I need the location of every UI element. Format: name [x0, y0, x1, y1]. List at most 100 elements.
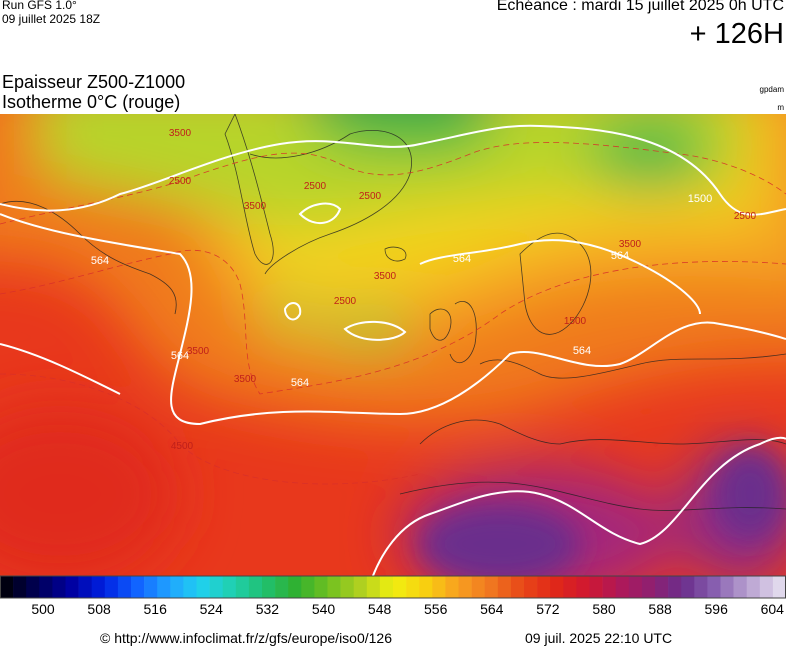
color-swatch: [681, 576, 695, 598]
color-scale-label: 564: [480, 601, 504, 617]
footer-source: © http://www.infoclimat.fr/z/gfs/europe/…: [100, 630, 393, 646]
contour-label: 3500: [234, 374, 257, 385]
color-scale-label: 524: [199, 601, 223, 617]
unit-gpdam: gpdam: [759, 85, 784, 94]
run-label: Run GFS 1.0°: [2, 0, 77, 12]
color-swatch: [117, 576, 132, 598]
color-swatch: [484, 576, 499, 598]
unit-m: m: [777, 103, 784, 112]
contour-label: 3500: [187, 346, 210, 357]
color-scale-label: 508: [87, 601, 111, 617]
color-swatch: [759, 576, 774, 598]
color-swatch: [170, 576, 184, 598]
color-swatch: [720, 576, 734, 598]
color-swatch: [497, 576, 512, 598]
color-swatch: [131, 576, 145, 598]
color-swatch: [301, 576, 315, 598]
color-scale-label: 532: [255, 601, 280, 617]
contour-label: 564: [611, 250, 629, 262]
title-line2: Isotherme 0°C (rouge): [2, 92, 181, 112]
color-swatch: [550, 576, 564, 598]
contour-label: 3500: [619, 239, 642, 250]
color-swatch: [353, 576, 368, 598]
color-swatch: [52, 576, 66, 598]
lead-time: + 126H: [689, 18, 784, 50]
color-swatch: [340, 576, 354, 598]
color-swatch: [235, 576, 250, 598]
field: 3500250035002500564564350025005643500250…: [0, 114, 786, 576]
color-swatch: [288, 576, 302, 598]
color-swatch: [615, 576, 630, 598]
color-scale-label: 588: [648, 601, 672, 617]
color-swatch: [65, 576, 79, 598]
thickness-564-contour: [0, 124, 786, 576]
contour-label: 1500: [564, 316, 587, 327]
color-swatch: [327, 576, 341, 598]
contour-label: 3500: [169, 128, 192, 139]
contour-label: 564: [291, 377, 309, 389]
color-scale-label: 596: [704, 601, 728, 617]
color-swatch: [314, 576, 328, 598]
color-scale: [0, 575, 786, 599]
freezing-level-contours: [0, 142, 786, 485]
coastlines: [0, 114, 786, 511]
color-scale-label: 556: [424, 601, 448, 617]
contour-label: 564: [573, 345, 591, 357]
color-swatch: [91, 576, 106, 598]
contour-labels: 3500250035002500564564350025005643500250…: [91, 128, 757, 452]
color-swatch: [419, 576, 433, 598]
contour-label: 4500: [171, 441, 194, 452]
contour-label: 2500: [359, 191, 382, 202]
color-swatch: [222, 576, 237, 598]
contour-label: 3500: [374, 271, 397, 282]
color-swatch: [602, 576, 616, 598]
color-swatch: [248, 576, 263, 598]
color-swatch: [379, 576, 394, 598]
color-swatch: [406, 576, 420, 598]
color-scale-label: 540: [311, 601, 336, 617]
color-scale-label: 580: [592, 601, 616, 617]
run-date: 09 juillet 2025 18Z: [2, 12, 101, 26]
valid-time: Echéance : mardi 15 juillet 2025 0h UTC: [496, 0, 784, 14]
color-swatch: [746, 576, 761, 598]
map: 3500250035002500564564350025005643500250…: [0, 114, 786, 576]
color-swatch: [0, 576, 14, 598]
color-swatch: [26, 576, 40, 598]
color-swatch: [524, 576, 538, 598]
color-scale-label: 548: [367, 601, 392, 617]
color-swatch: [707, 576, 721, 598]
color-swatch: [366, 576, 381, 598]
color-swatch: [445, 576, 459, 598]
color-swatch: [183, 576, 197, 598]
color-swatch: [144, 576, 158, 598]
contour-label: 2500: [334, 296, 357, 307]
contour-label: 564: [91, 255, 109, 267]
color-swatch: [393, 576, 407, 598]
color-swatch: [576, 576, 590, 598]
color-swatch: [772, 576, 786, 598]
contour-label: 2500: [734, 211, 757, 222]
contour-label: 1500: [688, 193, 712, 205]
color-swatch: [458, 576, 472, 598]
color-swatch: [196, 576, 210, 598]
color-swatch: [733, 576, 747, 598]
color-swatch: [471, 576, 485, 598]
color-scale-label: 572: [536, 601, 560, 617]
color-swatch: [563, 576, 577, 598]
color-swatch: [209, 576, 223, 598]
color-swatch: [537, 576, 551, 598]
contour-label: 564: [453, 253, 471, 265]
color-scale-label: 516: [143, 601, 167, 617]
color-swatch: [432, 576, 446, 598]
color-swatch: [510, 576, 525, 598]
color-swatch: [39, 576, 53, 598]
color-swatch: [78, 576, 92, 598]
color-swatch: [628, 576, 643, 598]
color-scale-label: 500: [31, 601, 55, 617]
color-swatch: [668, 576, 682, 598]
color-swatch: [262, 576, 276, 598]
contour-label: 564: [171, 350, 189, 362]
color-swatch: [641, 576, 656, 598]
title-line1: Epaisseur Z500-Z1000: [2, 72, 186, 92]
